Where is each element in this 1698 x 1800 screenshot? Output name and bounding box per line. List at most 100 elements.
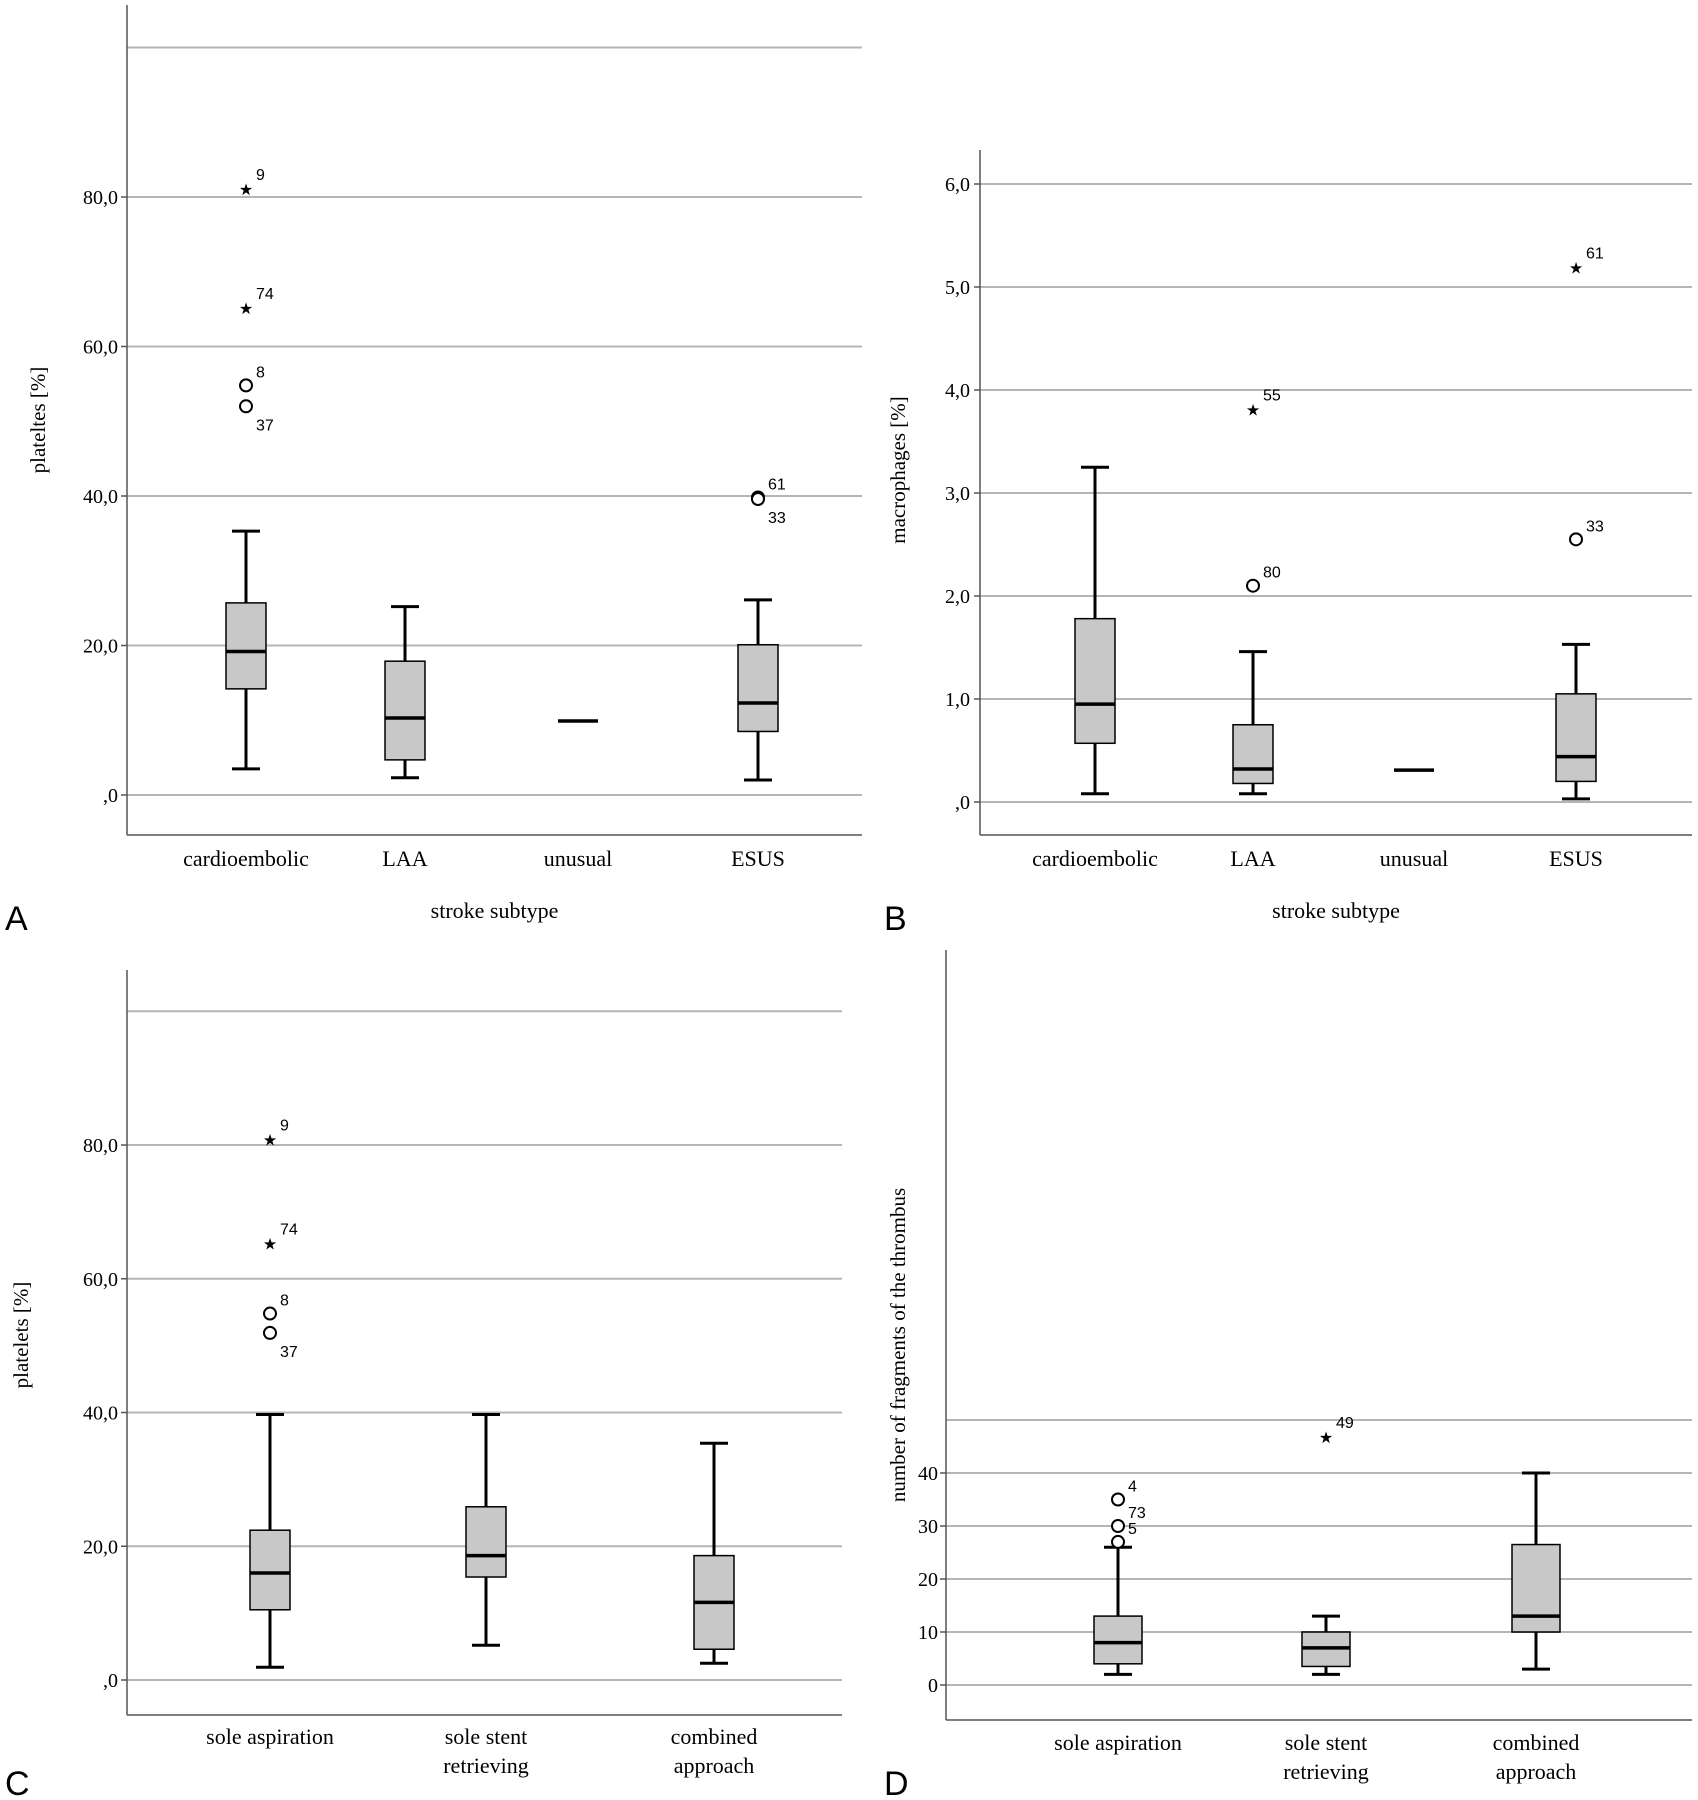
panel-a-category-label: LAA xyxy=(382,846,427,871)
panel-b-category-label: ESUS xyxy=(1549,846,1603,871)
panel-a-outlier-circle xyxy=(751,491,765,506)
panel-a-outlier-star: ★ xyxy=(239,182,253,199)
panel-c-y-tick-label: ,0 xyxy=(103,1670,118,1692)
panel-b-outlier-label: 80 xyxy=(1263,565,1281,582)
panel-d-outlier-label: 73 xyxy=(1128,1505,1146,1522)
panel-a-y-tick-label: ,0 xyxy=(103,785,118,807)
panel-d-outlier-circle xyxy=(1111,1534,1125,1549)
panel-d-box-0 xyxy=(1093,1545,1143,1676)
panel-c-category-label: sole aspiration xyxy=(206,1724,334,1749)
panel-a-outlier-label: 37 xyxy=(256,417,274,434)
panel-a-y-tick-label: 20,0 xyxy=(83,636,118,658)
panel-a-outlier-label: 33 xyxy=(768,510,786,527)
panel-c-letter: C xyxy=(5,1765,30,1800)
panel-b-y-tick-label: 6,0 xyxy=(945,174,970,196)
panel-d-outlier-label: 49 xyxy=(1336,1415,1354,1432)
panel-a-letter: A xyxy=(5,900,28,938)
panel-a-outlier-label: 9 xyxy=(256,167,265,184)
box-iqr xyxy=(1232,724,1274,785)
box-iqr xyxy=(1093,1615,1143,1665)
panel-c-outlier-circle xyxy=(263,1306,277,1321)
panel-c-box-2 xyxy=(693,1441,735,1665)
panel-b-category-label: unusual xyxy=(1380,846,1448,871)
box-iqr xyxy=(225,602,267,690)
panel-a-category-label: ESUS xyxy=(731,846,785,871)
box-iqr xyxy=(465,1506,507,1578)
panel-c-category-label: retrieving xyxy=(443,1753,529,1778)
panel-c-outlier-label: 9 xyxy=(280,1117,289,1134)
panel-a-box-0 xyxy=(225,529,267,771)
panel-d-category-label: retrieving xyxy=(1283,1759,1369,1784)
box-iqr xyxy=(737,644,779,733)
panel-d-outlier-label: 4 xyxy=(1128,1479,1137,1496)
panel-d-category-label: sole stent xyxy=(1285,1730,1368,1755)
panel-b-y-tick-label: 1,0 xyxy=(945,689,970,711)
panel-d-category-label: combined xyxy=(1493,1730,1580,1755)
box-iqr xyxy=(384,660,426,761)
panel-a-category-label: cardioembolic xyxy=(183,846,309,871)
panel-a-outlier-star: ★ xyxy=(239,301,253,318)
panel-c-y-tick-label: 20,0 xyxy=(83,1536,118,1558)
panel-c-box-0 xyxy=(249,1413,291,1669)
panel-c-outlier-circle xyxy=(263,1325,277,1340)
panel-d-y-tick-label: 40 xyxy=(918,1463,938,1485)
panel-b-y-tick-label: 4,0 xyxy=(945,380,970,402)
panel-b-outlier-circle xyxy=(1246,578,1260,593)
panel-a-y-tick-label: 40,0 xyxy=(83,486,118,508)
box-iqr xyxy=(1074,617,1116,745)
panel-c-category-label: combined xyxy=(671,1724,758,1749)
panel-b-category-label: cardioembolic xyxy=(1032,846,1158,871)
panel-b-outlier-circle xyxy=(1569,532,1583,547)
panel-d-outlier-label: 5 xyxy=(1128,1521,1137,1538)
panel-c-y-tick-label: 80,0 xyxy=(83,1135,118,1157)
panel-c-box-1 xyxy=(465,1413,507,1647)
panel-d-outlier-star: ★ xyxy=(1319,1430,1333,1447)
panel-a-outlier-label: 8 xyxy=(256,364,265,381)
panel-b-box-3 xyxy=(1555,642,1597,801)
panel-d-box-1 xyxy=(1301,1614,1351,1676)
panel-b-y-axis-label: macrophages [%] xyxy=(886,396,910,544)
panel-c-outlier-label: 8 xyxy=(280,1293,289,1310)
panel-b-y-tick-label: ,0 xyxy=(955,792,970,814)
panel-b-letter: B xyxy=(884,900,907,938)
panel-d-category-label: approach xyxy=(1496,1759,1577,1784)
panel-c-outlier-star: ★ xyxy=(263,1237,277,1254)
panel-c-outlier-star: ★ xyxy=(263,1132,277,1149)
panel-a-y-tick-label: 60,0 xyxy=(83,337,118,359)
panel-b-outlier-label: 33 xyxy=(1586,518,1604,535)
panel-b-y-tick-label: 5,0 xyxy=(945,277,970,299)
panel-d-letter: D xyxy=(884,1765,909,1800)
panel-b-outlier-star: ★ xyxy=(1569,260,1583,277)
panel-a-box-3 xyxy=(737,598,779,782)
panel-b-outlier-star: ★ xyxy=(1246,403,1260,420)
panel-c-y-tick-label: 60,0 xyxy=(83,1269,118,1291)
panel-a-category-label: unusual xyxy=(544,846,612,871)
panel-d-outlier-circle xyxy=(1111,1519,1125,1533)
panel-a-box-1 xyxy=(384,605,426,780)
panel-a-outlier-label: 61 xyxy=(768,476,786,493)
panel-a-outlier-label: 74 xyxy=(256,286,274,303)
panel-b-box-0 xyxy=(1074,465,1116,796)
panel-a-outlier-circle xyxy=(239,399,253,414)
panel-b-box-1 xyxy=(1232,650,1274,796)
panel-a-x-axis-label: stroke subtype xyxy=(431,898,559,923)
panel-d-y-axis-label: number of fragments of the thrombus xyxy=(886,1188,910,1502)
panel-c-y-tick-label: 40,0 xyxy=(83,1403,118,1425)
panel-c-y-axis-label: platelets [%] xyxy=(9,1282,33,1389)
panel-b-outlier-label: 55 xyxy=(1263,388,1281,405)
panel-c-outlier-label: 74 xyxy=(280,1222,298,1239)
panel-c-category-label: sole stent xyxy=(445,1724,528,1749)
panel-d-y-tick-label: 20 xyxy=(918,1569,938,1591)
box-iqr xyxy=(249,1529,291,1611)
box-iqr xyxy=(1555,693,1597,783)
panel-d-y-tick-label: 0 xyxy=(928,1675,938,1697)
panel-d-y-tick-label: 10 xyxy=(918,1622,938,1644)
panel-a-y-tick-label: 80,0 xyxy=(83,187,118,209)
panel-a-outlier-circle xyxy=(239,378,253,393)
panel-b-category-label: LAA xyxy=(1230,846,1275,871)
panel-b-y-tick-label: 3,0 xyxy=(945,483,970,505)
panel-c-category-label: approach xyxy=(674,1753,755,1778)
box-iqr xyxy=(1511,1543,1561,1633)
panel-b-y-tick-label: 2,0 xyxy=(945,586,970,608)
